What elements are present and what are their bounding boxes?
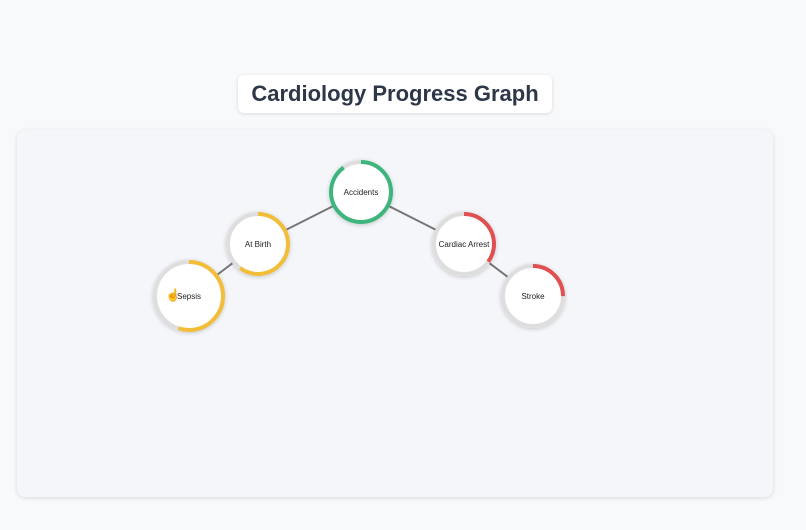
node-label: Cardiac Arrest [439, 240, 490, 249]
hand-cursor-icon: ☝ [166, 287, 181, 302]
progress-ring [329, 160, 393, 224]
node-at-birth[interactable]: At Birth [226, 212, 290, 276]
node-cardiac-arrest[interactable]: Cardiac Arrest [432, 212, 496, 276]
graph-card [17, 130, 773, 497]
node-label: At Birth [245, 240, 271, 249]
progress-ring [226, 212, 290, 276]
progress-ring [153, 260, 225, 332]
node-label: Accidents [344, 188, 379, 197]
node-accidents[interactable]: Accidents [329, 160, 393, 224]
page-title: Cardiology Progress Graph [238, 75, 552, 113]
node-stroke[interactable]: Stroke [501, 264, 565, 328]
node-label: Sepsis [177, 292, 201, 301]
node-sepsis[interactable]: Sepsis☝ [153, 260, 225, 332]
node-label: Stroke [521, 292, 545, 301]
progress-ring [432, 212, 496, 276]
progress-ring [501, 264, 565, 328]
